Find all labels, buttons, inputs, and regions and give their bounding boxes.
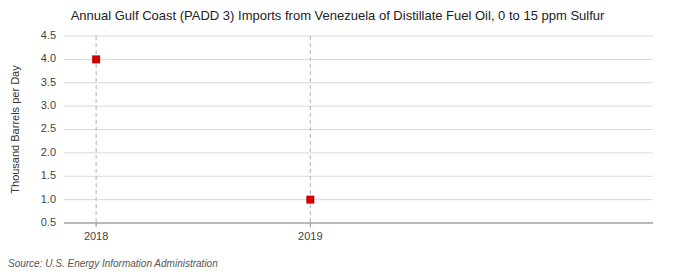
y-axis-label: Thousand Barrels per Day (9, 65, 21, 194)
y-tick-label: 3.0 (41, 99, 56, 111)
grid-line (64, 176, 653, 177)
y-tick-label: 1.0 (41, 193, 56, 205)
grid-line (64, 223, 653, 224)
x-tick (96, 223, 97, 227)
y-tick-label: 2.0 (41, 146, 56, 158)
grid-line (64, 199, 653, 200)
source-note: Source: U.S. Energy Information Administ… (8, 258, 218, 269)
grid-line (64, 82, 653, 83)
y-tick-label: 4.5 (41, 29, 56, 41)
title: Annual Gulf Coast (PADD 3) Imports from … (71, 8, 605, 23)
y-tick-label: 1.5 (41, 169, 56, 181)
grid-line (64, 129, 653, 130)
y-tick-label: 3.5 (41, 76, 56, 88)
y-tick-label: 4.0 (41, 52, 56, 64)
x-guide-line (310, 36, 311, 223)
x-tick-label: 2018 (84, 230, 108, 242)
chart: 0.5 1.0 1.5 2.0 2.5 3.0 3.5 4.0 4.5 2018 2019 Thous… (0, 0, 675, 275)
grid-line (64, 152, 653, 153)
x-tick (310, 223, 311, 227)
plot-area (92, 36, 314, 223)
y-tick-label: 0.5 (41, 216, 56, 228)
grid-line (64, 59, 653, 60)
point (306, 196, 314, 204)
x-tick-label: 2019 (298, 230, 322, 242)
point (92, 55, 100, 63)
y-grid (64, 36, 653, 223)
grid-line (64, 106, 653, 107)
y-tick-label: 2.5 (41, 122, 56, 134)
x-axis-line (64, 223, 653, 224)
grid-line (64, 36, 653, 37)
x-guide-line (96, 36, 97, 223)
